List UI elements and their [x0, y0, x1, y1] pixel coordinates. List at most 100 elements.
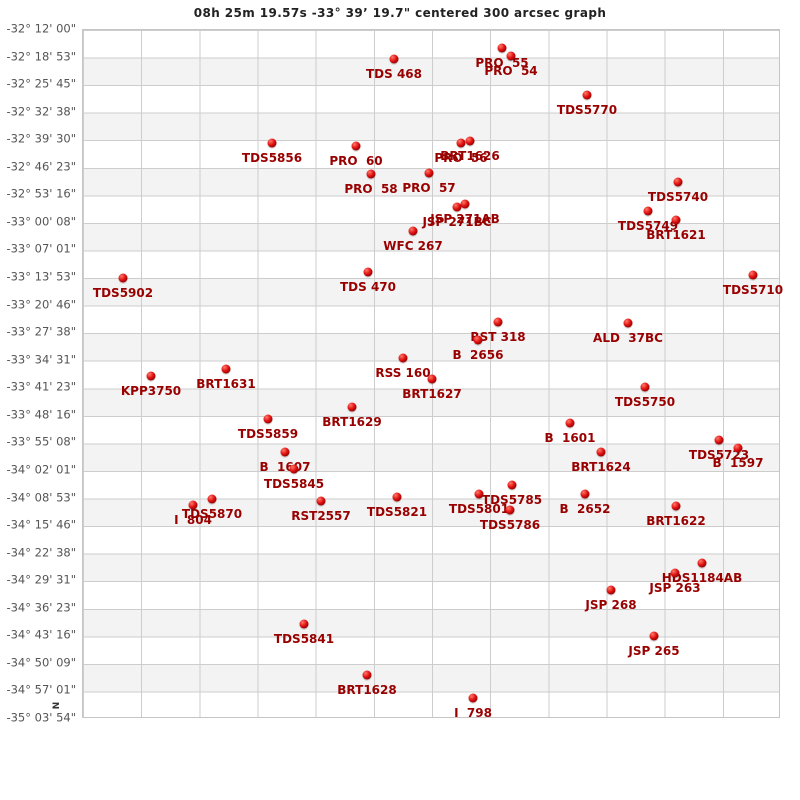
star-point	[389, 54, 399, 64]
star-label: TDS5770	[556, 103, 618, 117]
star-point	[697, 558, 707, 568]
star-label: TDS5841	[273, 632, 335, 646]
star-point	[456, 138, 466, 148]
star-point	[649, 631, 659, 641]
star-point	[493, 317, 503, 327]
y-axis-tick-label: -34° 29' 31"	[6, 572, 76, 587]
star-point	[424, 168, 434, 178]
y-axis-tick-label: -32° 39' 30"	[6, 131, 76, 146]
star-label: TDS5870	[181, 507, 243, 521]
star-label: PRO 60	[329, 154, 383, 168]
star-label: BRT1624	[571, 460, 631, 474]
star-label: TDS5749	[617, 219, 679, 233]
y-axis-tick-label: -32° 25' 45"	[6, 76, 76, 91]
star-label: WFC 267	[383, 239, 443, 253]
star-label: JSP 268	[585, 598, 637, 612]
star-point	[580, 489, 590, 499]
star-point	[506, 51, 516, 61]
star-point	[188, 500, 198, 510]
star-label: PRO 58	[344, 182, 398, 196]
y-axis-tick-label: -32° 12' 00"	[6, 21, 76, 36]
star-point	[582, 90, 592, 100]
y-axis-tick-label: -33° 41' 23"	[6, 379, 76, 394]
star-label: B 1597	[712, 456, 764, 470]
star-label: TDS5710	[722, 283, 784, 297]
star-point	[362, 670, 372, 680]
star-point	[497, 43, 507, 53]
star-label: B 2652	[559, 502, 611, 516]
star-label: TDS 470	[339, 280, 397, 294]
star-point	[468, 693, 478, 703]
star-label: JSP 271BC	[422, 215, 492, 229]
star-point	[460, 199, 470, 209]
star-point	[427, 374, 437, 384]
star-point	[363, 267, 373, 277]
y-axis-tick-label: -34° 15' 46"	[6, 517, 76, 532]
star-point	[505, 505, 515, 515]
star-label: BRT1628	[337, 683, 397, 697]
y-axis-tick-label: -33° 13' 53"	[6, 269, 76, 284]
star-point	[221, 364, 231, 374]
star-point	[452, 202, 462, 212]
star-label: TDS5845	[263, 477, 325, 491]
y-axis-tick-label: -32° 32' 38"	[6, 104, 76, 119]
star-label: ALD 37BC	[593, 331, 663, 345]
star-point	[673, 177, 683, 187]
star-label: RSS 160	[375, 366, 431, 380]
star-point	[623, 318, 633, 328]
star-label: KPP3750	[120, 384, 182, 398]
star-point	[398, 353, 408, 363]
star-point	[733, 443, 743, 453]
star-label: TDS5723	[688, 448, 750, 462]
star-label: BRT1622	[646, 514, 706, 528]
star-point	[640, 382, 650, 392]
star-point	[714, 435, 724, 445]
star-point	[267, 138, 277, 148]
y-axis-tick-label: -34° 22' 38"	[6, 545, 76, 560]
star-point	[392, 492, 402, 502]
star-point	[670, 568, 680, 578]
y-axis-tick-label: -35° 03' 54"	[6, 710, 76, 725]
star-label: TDS5786	[479, 518, 541, 532]
star-point	[671, 501, 681, 511]
y-axis-tick-label: -33° 00' 08"	[6, 214, 76, 229]
star-label: TDS5750	[614, 395, 676, 409]
star-label: PRO 56	[434, 151, 488, 165]
star-point	[671, 215, 681, 225]
plot-area	[82, 29, 780, 718]
y-axis-tick-label: -34° 08' 53"	[6, 490, 76, 505]
star-label: JSP 263	[649, 581, 701, 595]
star-label: TDS5902	[92, 286, 154, 300]
star-label: BRT1629	[322, 415, 382, 429]
star-point	[606, 585, 616, 595]
y-axis-tick-label: -34° 43' 16"	[6, 627, 76, 642]
y-axis-tick-label: -33° 48' 16"	[6, 407, 76, 422]
y-axis-tick-label: -34° 36' 23"	[6, 600, 76, 615]
star-point	[565, 418, 575, 428]
star-label: TDS5801	[448, 502, 510, 516]
star-label: JSP 265	[628, 644, 680, 658]
y-axis-tick-label: -34° 02' 01"	[6, 462, 76, 477]
star-point	[473, 335, 483, 345]
star-label: TDS5859	[237, 427, 299, 441]
chart-title: 08h 25m 19.57s -33° 39’ 19.7" centered 3…	[193, 6, 607, 20]
star-label: BRT1626	[440, 149, 500, 163]
star-point	[289, 464, 299, 474]
star-point	[748, 270, 758, 280]
star-label: JSP 271AB	[430, 212, 500, 226]
star-label: BRT1631	[196, 377, 256, 391]
star-label: TDS5856	[241, 151, 303, 165]
star-point	[408, 226, 418, 236]
star-point	[351, 141, 361, 151]
star-point	[118, 273, 128, 283]
star-label: BRT1627	[402, 387, 462, 401]
star-label: HDS1184AB	[661, 571, 743, 585]
star-label: B 1607	[259, 460, 311, 474]
y-axis-tick-label: -32° 18' 53"	[6, 49, 76, 64]
star-label: PRO 55	[475, 56, 529, 70]
star-point	[596, 447, 606, 457]
y-axis-tick-label: -33° 27' 38"	[6, 324, 76, 339]
star-point	[643, 206, 653, 216]
star-label: PRO 57	[402, 181, 456, 195]
star-point	[280, 447, 290, 457]
